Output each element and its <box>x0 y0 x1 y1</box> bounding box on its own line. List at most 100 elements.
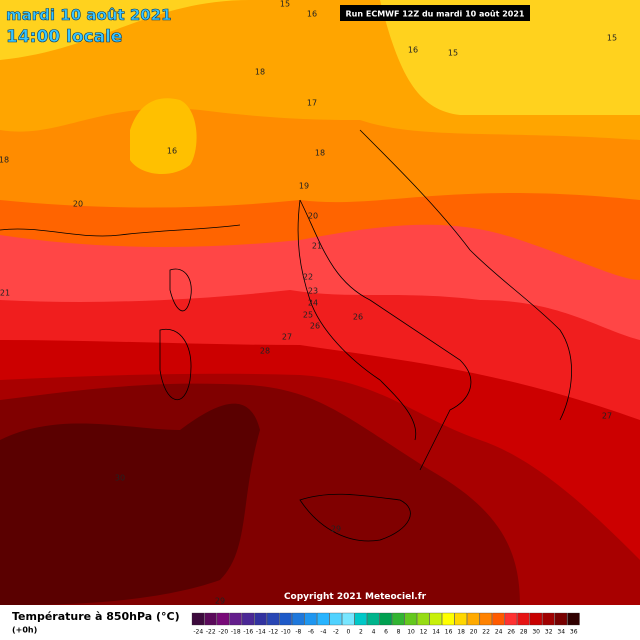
contour-label: 23 <box>308 287 318 296</box>
scale-label: 16 <box>445 629 453 636</box>
scale-label: 36 <box>570 629 578 636</box>
scale-label: -8 <box>295 629 301 636</box>
scale-label: 14 <box>432 629 440 636</box>
contour-label: 19 <box>299 182 309 191</box>
contour-label: 30 <box>115 474 125 483</box>
scale-label: -24 <box>193 629 203 636</box>
scale-swatch <box>342 612 355 626</box>
footer-title: Température à 850hPa (°C) <box>12 610 180 623</box>
scale-swatch <box>442 612 455 626</box>
scale-swatch <box>216 612 230 626</box>
scale-label: -20 <box>218 629 228 636</box>
scale-label: 28 <box>520 629 528 636</box>
scale-label: -22 <box>206 629 216 636</box>
copyright: Copyright 2021 Meteociel.fr <box>284 592 427 602</box>
scale-swatch <box>329 612 342 626</box>
scale-swatch <box>379 612 392 626</box>
scale-label: 22 <box>482 629 490 636</box>
contour-label: 15 <box>607 34 617 43</box>
scale-swatch <box>254 612 267 626</box>
scale-swatch <box>417 612 430 626</box>
scale-label: 26 <box>507 629 515 636</box>
scale-swatch <box>492 612 505 626</box>
coastlines <box>0 129 572 542</box>
scale-label: 4 <box>372 629 376 636</box>
contour-labels: 15 16 16 15 15 18 17 16 18 18 19 20 20 21 21 22 23 24 25 26… <box>0 0 617 606</box>
scale-swatch <box>554 612 568 626</box>
contour-label: 16 <box>167 147 177 156</box>
forecast-step: (+0h) <box>12 626 37 635</box>
contour-label: 29 <box>331 525 341 534</box>
contour-label: 26 <box>310 322 320 331</box>
scale-label: 24 <box>495 629 503 636</box>
temperature-field <box>0 0 640 606</box>
contour-label: 21 <box>312 242 322 251</box>
contour-label: 22 <box>303 273 313 282</box>
scale-label: -12 <box>268 629 278 636</box>
scale-label: 2 <box>359 629 363 636</box>
scale-swatch <box>304 612 317 626</box>
scale-swatch <box>241 612 255 626</box>
contour-label: 18 <box>255 68 265 77</box>
contour-label: 18 <box>0 156 9 165</box>
scale-label: -2 <box>333 629 339 636</box>
color-scale: -24 -22 -20 -18 -16 -14 -12 -10 -8 -6 -4 -2 0 2 4 6 8 10 1… <box>191 612 580 636</box>
scale-label: 0 <box>347 629 351 636</box>
scale-swatch <box>204 612 217 626</box>
scale-label: -4 <box>320 629 326 636</box>
contour-label: 27 <box>602 412 612 421</box>
scale-swatch <box>317 612 330 626</box>
scale-label: -14 <box>256 629 266 636</box>
scale-label: 8 <box>397 629 401 636</box>
scale-swatch <box>429 612 442 626</box>
scale-label: 30 <box>532 629 540 636</box>
scale-swatch <box>479 612 493 626</box>
scale-label: 18 <box>457 629 465 636</box>
scale-label: 10 <box>407 629 415 636</box>
scale-label: -16 <box>243 629 253 636</box>
scale-swatch <box>567 612 580 626</box>
scale-label: 12 <box>420 629 428 636</box>
contour-label: 20 <box>308 212 318 221</box>
contour-label: 21 <box>0 289 10 298</box>
contour-label: 18 <box>315 149 325 158</box>
contour-label: 29 <box>215 597 225 606</box>
contour-label: 28 <box>260 347 270 356</box>
scale-swatch <box>191 612 205 626</box>
scale-swatch <box>504 612 518 626</box>
scale-swatch <box>467 612 480 626</box>
scale-swatch <box>392 612 405 626</box>
scale-label: 6 <box>384 629 388 636</box>
contour-label: 20 <box>73 200 83 209</box>
scale-swatch <box>354 612 367 626</box>
scale-swatch <box>529 612 543 626</box>
scale-label: -18 <box>231 629 241 636</box>
scale-label: 20 <box>470 629 478 636</box>
contour-label: 17 <box>307 99 317 108</box>
contour-label: 15 <box>448 49 458 58</box>
contour-label: 16 <box>408 46 418 55</box>
scale-label: 32 <box>545 629 553 636</box>
scale-label: -6 <box>308 629 314 636</box>
contour-label: 26 <box>353 313 363 322</box>
run-info: Run ECMWF 12Z du mardi 10 août 2021 <box>346 10 525 19</box>
contour-label: 24 <box>308 299 318 308</box>
time: 14:00 locale <box>6 27 122 47</box>
scale-swatch <box>542 612 555 626</box>
scale-swatch <box>291 612 305 626</box>
scale-swatch <box>229 612 242 626</box>
scale-swatch <box>454 612 468 626</box>
scale-swatch <box>266 612 280 626</box>
scale-label: -10 <box>281 629 291 636</box>
contour-label: 27 <box>282 333 292 342</box>
contour-label: 16 <box>307 10 317 19</box>
scale-swatch <box>404 612 417 626</box>
contour-label: 25 <box>303 311 313 320</box>
scale-swatch <box>517 612 530 626</box>
scale-swatch <box>279 612 292 626</box>
contour-label: 15 <box>280 0 290 9</box>
date: mardi 10 août 2021 <box>6 6 172 24</box>
scale-label: 34 <box>557 629 565 636</box>
